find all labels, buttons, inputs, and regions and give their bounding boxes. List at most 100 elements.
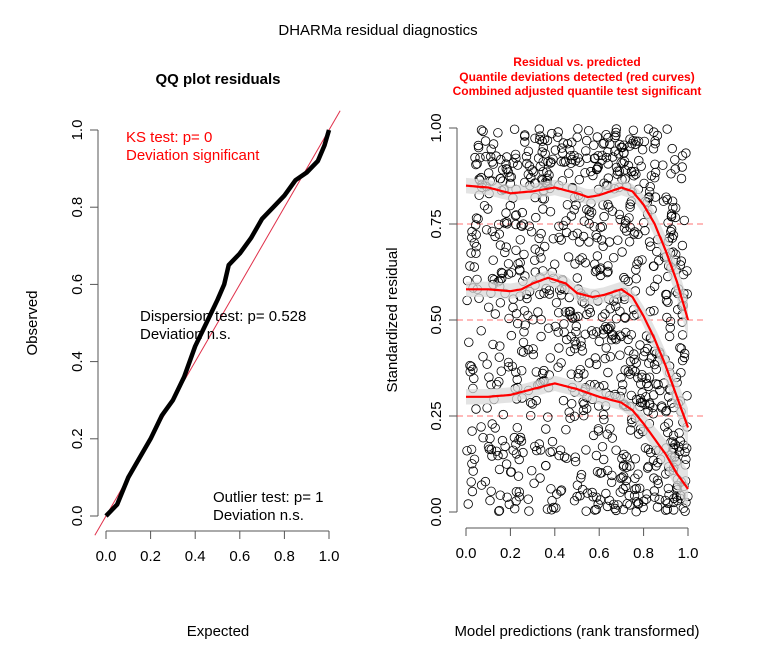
residual-point (534, 233, 544, 244)
residual-point (488, 159, 499, 169)
residual-point (613, 149, 624, 159)
residual-point (640, 225, 650, 236)
residual-point (603, 173, 614, 183)
residual-point (642, 378, 652, 389)
residual-point (681, 454, 691, 465)
residual-point (669, 505, 679, 515)
residual-point (550, 321, 561, 332)
residual-point (585, 307, 596, 318)
residual-point (599, 454, 609, 465)
residual-point (532, 445, 542, 456)
residual-point (558, 138, 569, 148)
qq-xlabel: Expected (187, 623, 250, 640)
residual-point (503, 362, 514, 372)
residual-point (484, 168, 494, 178)
residual-point (518, 219, 529, 229)
residual-point (662, 504, 673, 515)
residual-point (494, 377, 504, 387)
residual-point (556, 290, 567, 300)
residual-point (635, 483, 645, 494)
residual-point (511, 487, 522, 497)
residual-point (503, 357, 514, 368)
residual-point (529, 478, 539, 489)
residual-point (601, 129, 611, 140)
residual-vs-predicted-panel: Residual vs. predicted Quantile deviatio… (384, 55, 705, 640)
residual-point (615, 214, 625, 225)
residual-point (649, 281, 660, 292)
residual-point (634, 155, 644, 166)
qq-x-tick-label: 0.4 (185, 548, 206, 565)
residual-point (618, 379, 628, 390)
residual-point (622, 462, 632, 472)
residual-point (674, 428, 684, 438)
residual-point (510, 211, 521, 221)
residual-point (676, 173, 687, 184)
residual-point (536, 253, 546, 263)
residual-point (628, 125, 639, 136)
residual-point (592, 132, 603, 142)
rv-x-tick-label: 0.4 (544, 545, 565, 562)
residual-point (514, 492, 524, 502)
residual-point (571, 321, 582, 332)
residual-point (632, 497, 642, 507)
residual-point (679, 215, 690, 226)
residual-point (476, 326, 486, 336)
residual-point (560, 307, 571, 317)
residual-point (478, 126, 488, 137)
residual-point (650, 192, 661, 202)
residual-point (598, 410, 609, 420)
residual-point (598, 139, 608, 149)
residual-point (547, 436, 558, 447)
residual-point (522, 158, 532, 169)
qq-y-tick-label: 0.6 (69, 274, 86, 295)
residual-point (597, 442, 608, 452)
residual-point (580, 329, 591, 340)
residual-point (505, 200, 516, 211)
residual-point (502, 219, 512, 229)
residual-point (484, 372, 494, 382)
residual-point (487, 451, 497, 461)
residual-point (535, 289, 545, 300)
residual-point (564, 168, 574, 178)
residual-point (607, 470, 617, 481)
residual-point (650, 136, 660, 146)
residual-point (465, 367, 475, 377)
residual-point (615, 306, 625, 317)
residual-point (500, 247, 510, 258)
residual-point (595, 264, 605, 275)
residual-point (480, 476, 491, 487)
qq-title: QQ plot residuals (155, 71, 280, 88)
residual-point (485, 433, 495, 444)
residual-point (674, 442, 684, 452)
residual-point (624, 237, 635, 247)
residual-point (531, 395, 542, 406)
residual-point (469, 454, 480, 465)
residual-point (541, 460, 551, 471)
residual-point (540, 149, 550, 159)
residual-point (554, 450, 564, 461)
residual-point (513, 471, 524, 481)
residual-point (511, 245, 521, 256)
residual-point (581, 506, 591, 516)
residual-point (599, 211, 609, 222)
residual-point (620, 312, 630, 322)
residual-point (584, 237, 594, 247)
residual-point (494, 352, 505, 362)
residual-point (630, 139, 640, 150)
residual-point (629, 166, 639, 177)
residual-point (608, 152, 618, 162)
residual-point (535, 131, 545, 141)
residual-point (569, 411, 580, 422)
residual-point (626, 330, 637, 340)
residual-point (498, 409, 509, 420)
residual-point (502, 164, 513, 175)
residual-point (466, 361, 477, 372)
residual-point (665, 316, 676, 327)
residual-point (611, 505, 621, 516)
residual-point (559, 327, 569, 338)
residual-point (587, 326, 597, 336)
residual-point (603, 261, 613, 271)
residual-point (533, 153, 544, 163)
qq-y-tick-label: 1.0 (69, 120, 86, 141)
residual-point (580, 168, 590, 178)
